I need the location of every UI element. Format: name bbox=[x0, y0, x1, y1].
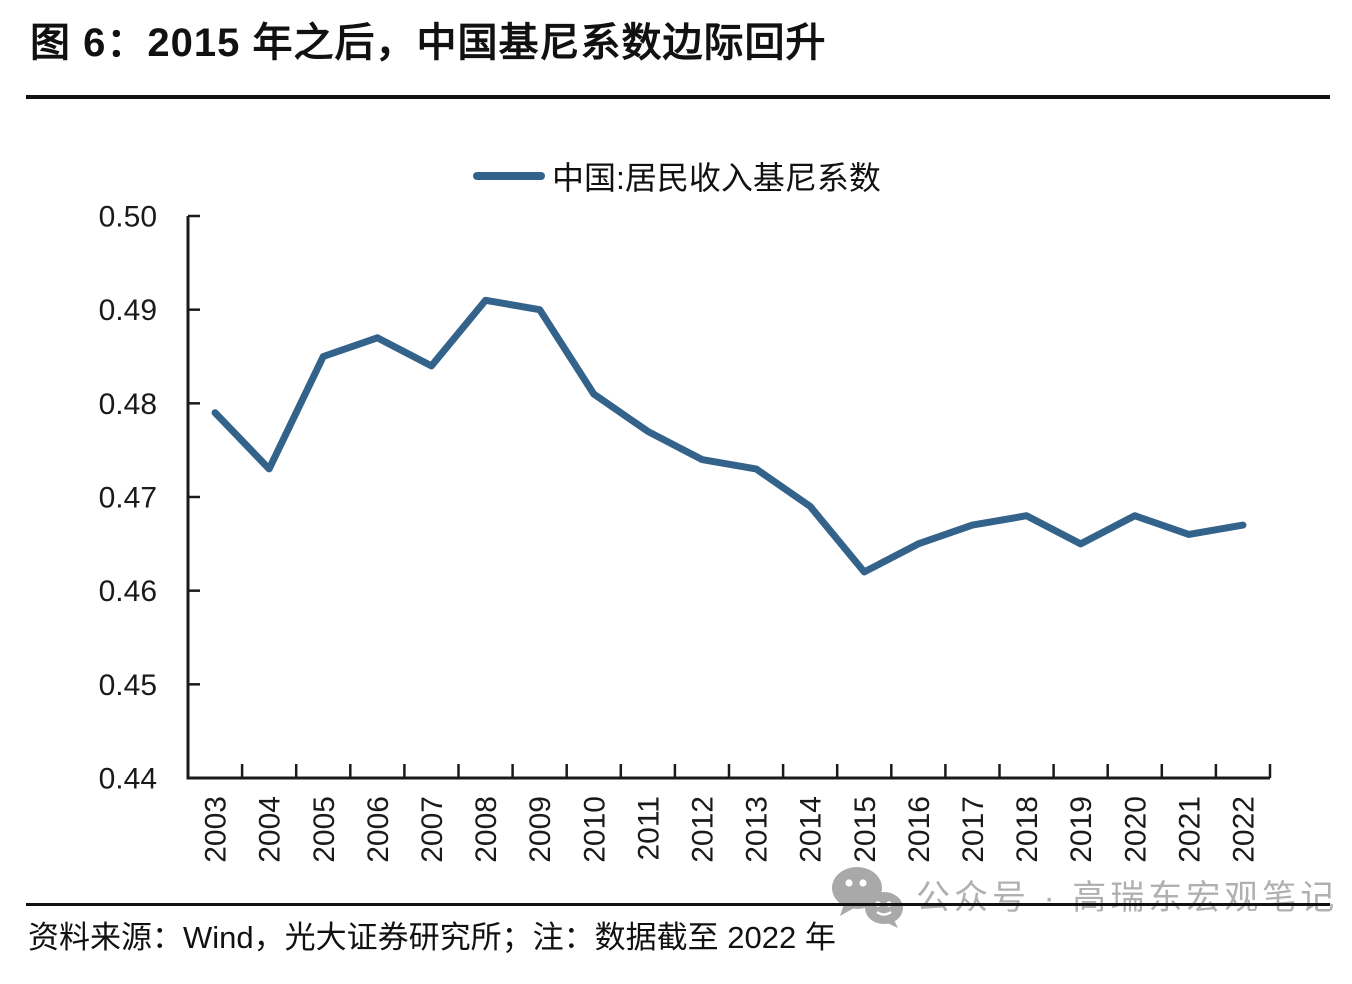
x-tick-label: 2010 bbox=[578, 796, 611, 863]
footer-divider bbox=[26, 903, 1330, 906]
watermark: 公众号 · 高瑞东宏观笔记 bbox=[830, 866, 1338, 928]
x-tick-label: 2005 bbox=[308, 796, 341, 863]
x-tick-label: 2017 bbox=[957, 796, 990, 863]
x-tick-label: 2004 bbox=[254, 796, 287, 863]
source-note: 资料来源：Wind，光大证券研究所；注：数据截至 2022 年 bbox=[28, 920, 836, 955]
watermark-text: 公众号 · 高瑞东宏观笔记 bbox=[916, 879, 1339, 917]
figure-title: 图 6：2015 年之后，中国基尼系数边际回升 bbox=[30, 21, 827, 65]
x-tick-label: 2018 bbox=[1011, 796, 1044, 863]
x-tick-label: 2015 bbox=[849, 796, 882, 863]
y-tick-label: 0.48 bbox=[99, 388, 157, 421]
title-divider bbox=[26, 95, 1330, 99]
x-tick-label: 2013 bbox=[741, 796, 774, 863]
y-tick-label: 0.47 bbox=[99, 482, 157, 515]
x-tick-label: 2016 bbox=[903, 796, 936, 863]
x-tick-label: 2022 bbox=[1227, 796, 1260, 863]
y-tick-label: 0.46 bbox=[99, 575, 157, 608]
x-tick-label: 2019 bbox=[1065, 796, 1098, 863]
x-tick-label: 2007 bbox=[416, 796, 449, 863]
x-tick-label: 2020 bbox=[1119, 796, 1152, 863]
y-tick-label: 0.50 bbox=[99, 201, 157, 234]
series-line bbox=[211, 296, 1247, 576]
x-tick-label: 2009 bbox=[524, 796, 557, 863]
x-tick-label: 2011 bbox=[632, 796, 665, 861]
x-tick-label: 2008 bbox=[470, 796, 503, 863]
x-tick-label: 2012 bbox=[686, 796, 719, 863]
legend-line-swatch bbox=[473, 172, 545, 180]
wechat-icon bbox=[832, 867, 903, 928]
x-tick-label: 2003 bbox=[200, 796, 233, 863]
chart-legend: 中国:居民收入基尼系数 bbox=[473, 156, 881, 196]
x-tick-label: 2021 bbox=[1173, 796, 1206, 863]
x-tick-label: 2014 bbox=[795, 796, 828, 863]
y-tick-label: 0.49 bbox=[99, 294, 157, 327]
legend-series-label: 中国:居民收入基尼系数 bbox=[552, 160, 881, 196]
y-tick-label: 0.45 bbox=[99, 669, 157, 702]
x-tick-label: 2006 bbox=[362, 796, 395, 863]
y-tick-label: 0.44 bbox=[99, 763, 157, 796]
axes bbox=[186, 216, 1270, 780]
